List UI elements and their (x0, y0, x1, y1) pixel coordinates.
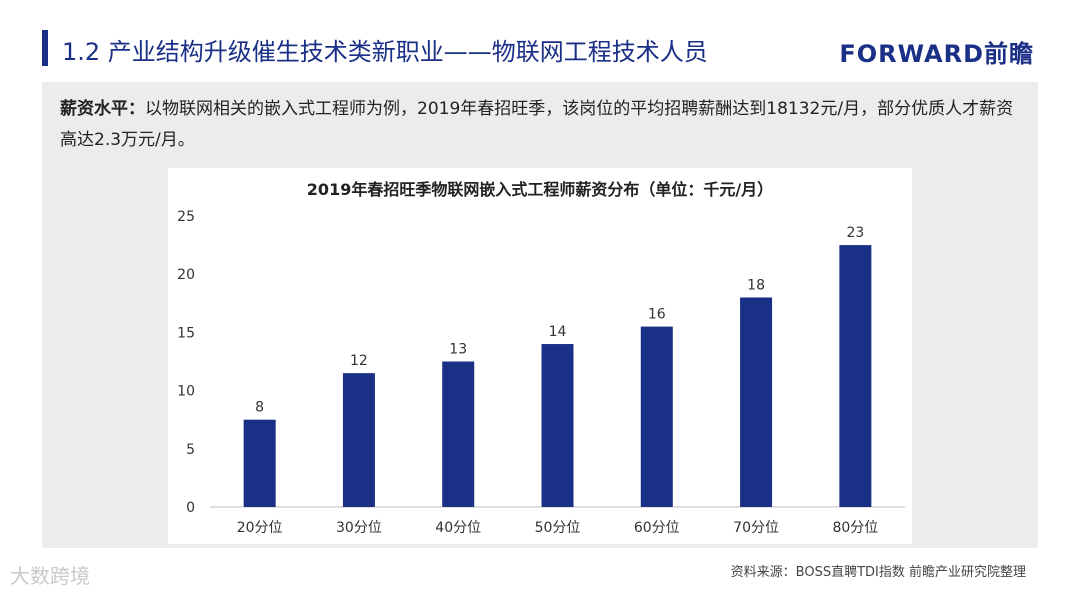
x-tick-label: 50分位 (535, 520, 581, 536)
description-lead: 薪资水平： (60, 99, 145, 119)
chart-title: 2019年春招旺季物联网嵌入式工程师薪资分布（单位：千元/月） (306, 180, 774, 199)
x-tick-label: 20分位 (237, 520, 283, 536)
bar (839, 245, 872, 507)
y-tick-label: 20 (177, 267, 195, 283)
data-label: 8 (255, 400, 264, 416)
data-label: 13 (449, 342, 467, 358)
description-text: 以物联网相关的嵌入式工程师为例，2019年春招旺季，该岗位的平均招聘薪酬达到18… (60, 99, 1014, 150)
data-label: 16 (648, 307, 666, 323)
y-tick-label: 5 (186, 442, 195, 458)
title-bar: 1.2 产业结构升级催生技术类新职业——物联网工程技术人员 (0, 30, 1080, 66)
data-label: 18 (747, 277, 765, 293)
chart-panel (168, 168, 912, 544)
watermark: 大数跨境 (10, 564, 90, 588)
data-label: 14 (549, 324, 567, 340)
bar (541, 344, 574, 507)
page-title: 1.2 产业结构升级催生技术类新职业——物联网工程技术人员 (62, 38, 708, 66)
y-tick-label: 25 (177, 209, 195, 225)
bar (740, 297, 773, 507)
bar (342, 373, 375, 507)
x-tick-label: 80分位 (832, 520, 878, 536)
y-tick-label: 15 (177, 325, 195, 341)
y-tick-label: 0 (186, 500, 195, 516)
bar (442, 361, 475, 507)
title-accent-bar (42, 30, 48, 66)
x-tick-label: 30分位 (336, 520, 382, 536)
x-tick-label: 40分位 (435, 520, 481, 536)
source-note: 资料来源：BOSS直聘TDI指数 前瞻产业研究院整理 (730, 565, 1026, 580)
y-tick-label: 10 (177, 384, 195, 400)
data-label: 12 (350, 353, 368, 369)
bar (243, 419, 276, 507)
brand-logo: FORWARD前瞻 (839, 40, 1034, 68)
x-tick-label: 70分位 (733, 520, 779, 536)
bar (640, 326, 673, 507)
description: 薪资水平：以物联网相关的嵌入式工程师为例，2019年春招旺季，该岗位的平均招聘薪… (60, 94, 1030, 156)
data-label: 23 (846, 225, 864, 241)
x-tick-label: 60分位 (634, 520, 680, 536)
